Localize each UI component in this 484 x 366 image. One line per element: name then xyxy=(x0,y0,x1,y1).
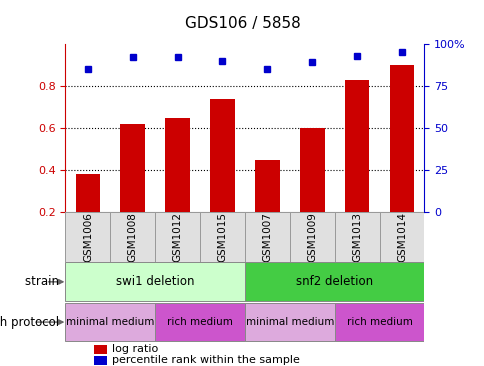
Bar xyxy=(389,65,413,212)
Bar xyxy=(244,212,289,262)
Bar xyxy=(94,345,106,354)
Bar xyxy=(155,212,200,262)
Text: growth protocol: growth protocol xyxy=(0,315,63,329)
Text: GSM1008: GSM1008 xyxy=(127,212,137,262)
Bar xyxy=(299,128,324,212)
Text: minimal medium: minimal medium xyxy=(66,317,154,327)
Text: GSM1009: GSM1009 xyxy=(306,212,317,262)
Bar xyxy=(65,303,155,341)
Text: minimal medium: minimal medium xyxy=(245,317,333,327)
Bar xyxy=(244,303,334,341)
Text: strain: strain xyxy=(25,275,63,288)
Text: log ratio: log ratio xyxy=(112,344,158,354)
Text: GSM1014: GSM1014 xyxy=(396,212,406,262)
Text: rich medium: rich medium xyxy=(346,317,411,327)
Text: GSM1015: GSM1015 xyxy=(217,212,227,262)
Bar xyxy=(244,262,424,301)
Bar xyxy=(378,212,424,262)
Bar xyxy=(65,212,110,262)
Bar xyxy=(165,117,190,212)
Text: swi1 deletion: swi1 deletion xyxy=(116,275,194,288)
Bar xyxy=(334,303,424,341)
Text: GDS106 / 5858: GDS106 / 5858 xyxy=(184,16,300,31)
Bar xyxy=(210,98,234,212)
Bar xyxy=(200,212,244,262)
Bar xyxy=(120,124,145,212)
Text: rich medium: rich medium xyxy=(167,317,232,327)
Bar xyxy=(94,356,106,365)
Text: percentile rank within the sample: percentile rank within the sample xyxy=(112,355,300,365)
Bar xyxy=(76,175,100,212)
Bar xyxy=(155,303,244,341)
Text: snf2 deletion: snf2 deletion xyxy=(295,275,373,288)
Bar xyxy=(110,212,155,262)
Text: GSM1012: GSM1012 xyxy=(172,212,182,262)
Bar xyxy=(344,80,369,212)
Bar xyxy=(65,262,244,301)
Text: GSM1006: GSM1006 xyxy=(83,212,93,262)
Text: GSM1013: GSM1013 xyxy=(351,212,362,262)
Text: GSM1007: GSM1007 xyxy=(262,212,272,262)
Bar xyxy=(255,160,279,212)
Bar xyxy=(289,212,334,262)
Bar xyxy=(334,212,378,262)
